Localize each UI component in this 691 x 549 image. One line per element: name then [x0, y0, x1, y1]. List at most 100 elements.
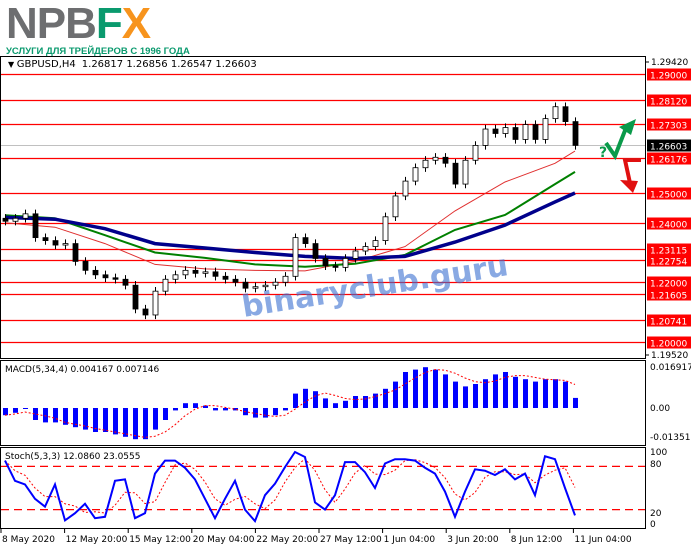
level-price-tag	[647, 336, 691, 349]
bullish-candle	[502, 127, 509, 134]
level-price-tag	[647, 243, 691, 256]
macd-histogram-bar	[503, 372, 508, 408]
bullish-candle	[12, 217, 19, 222]
y-tick-label: 1.29420	[651, 58, 688, 68]
level-price-tag	[647, 152, 691, 165]
macd-histogram-bar	[403, 372, 408, 408]
level-price-tag	[647, 217, 691, 230]
main-panel	[0, 56, 646, 359]
bullish-candle	[272, 281, 279, 286]
bullish-candle	[162, 278, 169, 292]
bearish-candle	[572, 121, 579, 146]
level-price-tag	[647, 68, 691, 81]
ma-slow-line	[4, 191, 576, 261]
x-tick-label: 22 May 20:00	[256, 535, 318, 545]
macd-histogram-bar	[553, 379, 558, 408]
down-arrow-icon	[620, 158, 641, 193]
logo-f: F	[95, 0, 123, 48]
macd-histogram-bar	[13, 408, 18, 413]
macd-histogram-bar	[463, 386, 468, 408]
level-price-label: 1.28120	[650, 98, 687, 108]
x-tick-label: 3 Jun 20:00	[447, 535, 499, 545]
x-tick-label: 8 May 2020	[2, 535, 55, 545]
bearish-candle	[442, 156, 449, 164]
macd-histogram-bar	[283, 408, 288, 411]
macd-histogram-bar	[3, 408, 8, 416]
level-price-tag	[647, 276, 691, 289]
bearish-candle	[142, 308, 149, 316]
x-tick-label: 15 May 12:00	[129, 535, 191, 545]
macd-histogram-bar	[223, 408, 228, 411]
bearish-candle	[132, 284, 139, 310]
macd-histogram-bar	[393, 381, 398, 408]
bullish-candle	[412, 167, 419, 182]
bullish-candle	[382, 216, 389, 242]
bullish-candle	[402, 180, 409, 197]
bearish-candle	[452, 162, 459, 185]
y-tick-label: 1.19520	[651, 351, 688, 361]
bearish-candle	[32, 213, 39, 239]
macd-histogram-bar	[33, 408, 38, 420]
bullish-candle	[362, 246, 369, 252]
macd-histogram-bar	[103, 408, 108, 432]
macd-histogram-bar	[203, 405, 208, 408]
macd-histogram-bar	[233, 408, 238, 411]
macd-histogram-bar	[523, 379, 528, 408]
question-mark-icon: ?	[599, 145, 607, 161]
macd-histogram-bar	[163, 408, 168, 420]
bullish-candle	[62, 243, 69, 246]
macd-histogram-bar	[303, 388, 308, 408]
macd-histogram-bar	[493, 374, 498, 408]
ma-fast-line	[4, 150, 576, 272]
symbol-readout: ▼ GBPUSD,H4 1.26817 1.26856 1.26547 1.266…	[8, 59, 257, 70]
bullish-candle	[292, 237, 299, 277]
macd-histogram-bar	[363, 396, 368, 408]
bearish-candle	[242, 281, 249, 289]
macd-histogram-bar	[373, 393, 378, 408]
level-price-label: 1.20000	[650, 340, 687, 350]
bearish-candle	[212, 271, 219, 277]
bullish-candle	[282, 275, 289, 283]
macd-panel	[0, 360, 646, 446]
x-tick-label: 1 Jun 04:00	[384, 535, 436, 545]
level-price-label: 1.23115	[650, 247, 687, 257]
logo-tagline: УСЛУГИ ДЛЯ ТРЕЙДЕРОВ С 1996 ГОДА	[6, 46, 190, 57]
bullish-candle	[472, 144, 479, 161]
level-price-tag	[647, 118, 691, 131]
macd-histogram-bar	[323, 398, 328, 408]
bullish-candle	[22, 213, 29, 219]
macd-histogram-bar	[53, 408, 58, 423]
bullish-candle	[252, 286, 259, 289]
macd-histogram-bar	[483, 379, 488, 408]
bearish-candle	[532, 124, 539, 140]
macd-histogram-bar	[443, 374, 448, 408]
level-price-label: 1.20741	[650, 318, 687, 328]
bullish-candle	[342, 258, 349, 268]
level-price-label: 1.25000	[650, 191, 687, 201]
macd-histogram-bar	[113, 408, 118, 435]
bullish-candle	[522, 124, 529, 140]
macd-histogram-bar	[123, 408, 128, 437]
bearish-candle	[232, 278, 239, 283]
bearish-candle	[82, 261, 89, 271]
x-tick-label: 12 May 20:00	[66, 535, 128, 545]
macd-histogram-bar	[213, 408, 218, 411]
bearish-candle	[512, 127, 519, 140]
macd-histogram-bar	[353, 396, 358, 408]
macd-histogram-bar	[43, 408, 48, 423]
macd-y-tick-label: -0.013516	[650, 433, 691, 443]
stoch-signal-line	[4, 457, 576, 514]
bullish-candle	[542, 118, 549, 140]
bullish-candle	[482, 128, 489, 146]
level-price-tag	[647, 187, 691, 200]
bullish-candle	[392, 195, 399, 218]
bullish-candle	[152, 290, 159, 316]
level-price-label: 1.21605	[650, 292, 687, 302]
logo-x: X	[121, 0, 151, 48]
macd-histogram-bar	[133, 408, 138, 440]
up-arrow-icon: ?	[599, 119, 636, 161]
bearish-candle	[492, 128, 499, 134]
bearish-candle	[52, 240, 59, 246]
macd-signal-line	[4, 369, 576, 438]
logo-npb: NPB	[6, 0, 97, 48]
